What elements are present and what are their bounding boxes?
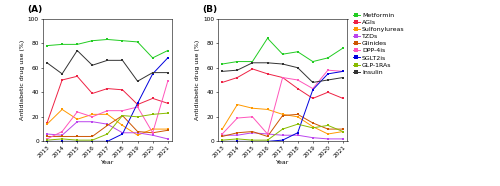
Text: (A): (A): [27, 5, 42, 14]
Text: (B): (B): [202, 5, 218, 14]
X-axis label: Year: Year: [100, 160, 114, 165]
Y-axis label: Antidiabetic drug use (%): Antidiabetic drug use (%): [20, 40, 25, 120]
X-axis label: Year: Year: [276, 160, 289, 165]
Y-axis label: Antidiabetic drug use (%): Antidiabetic drug use (%): [196, 40, 200, 120]
Legend: Metformin, AGIs, Sulfonylureas, TZDs, Glinides, DPP-4is, SGLT2is, GLP-1RAs, Insu: Metformin, AGIs, Sulfonylureas, TZDs, Gl…: [352, 12, 405, 75]
